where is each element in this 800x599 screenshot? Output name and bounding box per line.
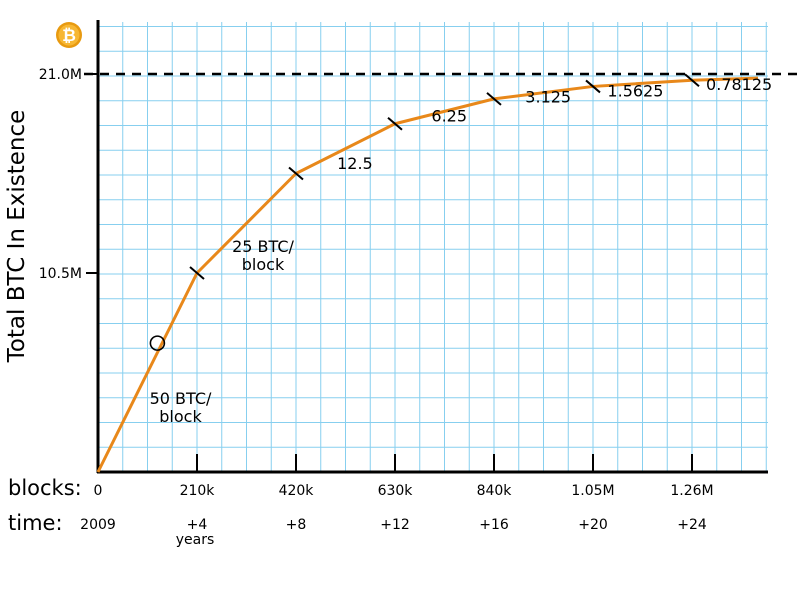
time-tick-label: +8: [286, 517, 307, 533]
time-tick-label: +4: [187, 517, 208, 533]
time-tick-sublabel: years: [176, 532, 215, 548]
reward-label-line2: block: [242, 255, 285, 274]
x-tick-label: 1.26M: [670, 483, 713, 499]
reward-label-line2: block: [159, 407, 202, 426]
halving-mark: [585, 79, 601, 94]
time-tick-label: +16: [479, 517, 509, 533]
x-tick-label: 630k: [378, 483, 414, 499]
reward-label: 6.25: [431, 106, 467, 125]
axes: 10.5M 21.0M Total BTC In Existence 0 210k 420…: [4, 20, 799, 548]
reward-label: 25 BTC/: [232, 237, 294, 256]
reward-label: 1.5625: [607, 82, 663, 101]
halving-mark: [684, 73, 700, 87]
reward-label: 50 BTC/: [150, 389, 212, 408]
halving-mark: [387, 116, 403, 131]
x-tick-label: 1.05M: [571, 483, 614, 499]
time-tick-label: +24: [677, 517, 707, 533]
x-tick-label: 0: [94, 483, 103, 499]
marker-circle: [149, 335, 166, 351]
halving-mark: [189, 266, 205, 280]
halving-mark: [486, 92, 502, 106]
y-tick-label: 21.0M: [39, 67, 82, 83]
time-tick-label: 2009: [80, 517, 116, 533]
x-tick-label: 420k: [279, 483, 315, 499]
series: [96, 73, 759, 473]
blocks-row-label: blocks:: [8, 476, 82, 500]
time-tick-label: +12: [380, 517, 410, 533]
bitcoin-logo-icon: ₿: [56, 22, 82, 48]
x-tick-label: 210k: [180, 483, 216, 499]
time-row-label: time:: [8, 511, 63, 535]
x-tick-label: 840k: [477, 483, 513, 499]
reward-label: 12.5: [337, 154, 373, 173]
y-axis-label: Total BTC In Existence: [4, 110, 30, 364]
y-tick-label: 10.5M: [39, 266, 82, 282]
reward-label: 0.78125: [706, 75, 772, 94]
grid: [98, 22, 768, 472]
time-tick-label: +20: [578, 517, 608, 533]
reward-label: 3.125: [525, 87, 571, 106]
supply-curve: [96, 76, 759, 473]
halving-mark: [288, 166, 304, 181]
svg-text:₿: ₿: [62, 26, 76, 46]
